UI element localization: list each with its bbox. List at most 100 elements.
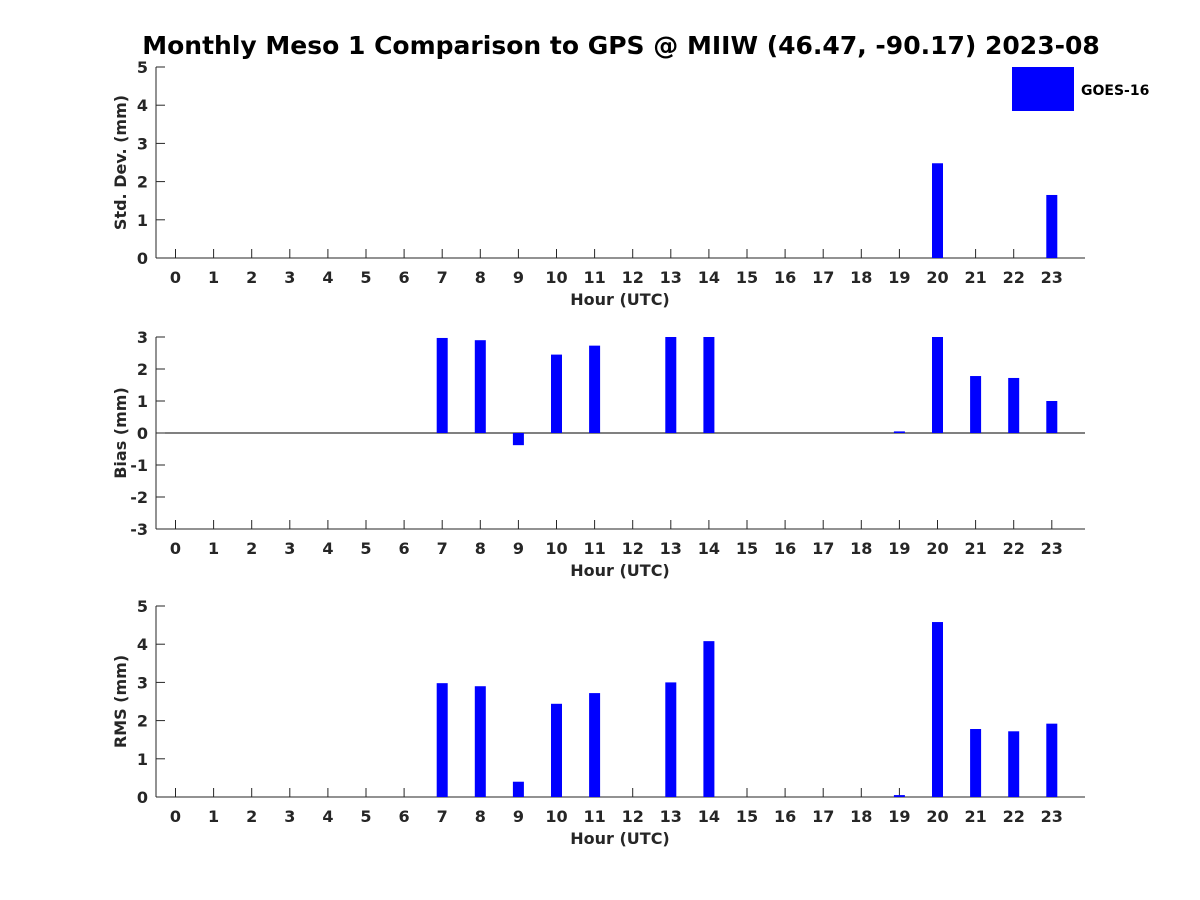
x-tick-label: 10 [545, 539, 567, 558]
y-tick-label: 3 [137, 673, 148, 692]
x-tick-label: 6 [399, 807, 410, 826]
x-tick-label: 0 [170, 539, 181, 558]
bar-rms-hour-19 [893, 795, 905, 797]
bar-bias-hour-11 [589, 345, 601, 433]
bar-bias-hour-7 [436, 337, 448, 433]
bar-rms-hour-9 [512, 781, 524, 797]
x-tick-label: 18 [850, 807, 872, 826]
x-tick-label: 2 [246, 807, 257, 826]
x-tick-label: 8 [475, 807, 486, 826]
x-tick-label: 3 [284, 539, 295, 558]
bar-rms-hour-7 [436, 683, 448, 797]
x-tick-label: 15 [736, 268, 758, 287]
legend: GOES-16 [1012, 67, 1149, 111]
bar-rms-hour-22 [1008, 731, 1020, 797]
x-tick-label: 1 [208, 539, 219, 558]
x-tick-label: 22 [1003, 268, 1025, 287]
x-tick-label: 23 [1041, 268, 1063, 287]
bar-rms-hour-14 [703, 641, 715, 797]
legend-label: GOES-16 [1081, 83, 1149, 99]
bar-bias-hour-10 [551, 354, 562, 433]
y-tick-label: 0 [137, 424, 148, 443]
x-tick-label: 2 [246, 268, 257, 287]
bar-rms-hour-11 [589, 693, 601, 797]
y-tick-label: 3 [137, 328, 148, 347]
y-tick-label: 0 [137, 788, 148, 807]
x-tick-label: 12 [622, 539, 644, 558]
y-tick-label: -1 [130, 456, 148, 475]
x-tick-label: 20 [926, 539, 948, 558]
x-tick-label: 18 [850, 539, 872, 558]
x-tick-label: 16 [774, 539, 796, 558]
x-tick-label: 12 [622, 807, 644, 826]
x-tick-label: 9 [513, 807, 524, 826]
x-tick-label: 15 [736, 539, 758, 558]
bar-bias-hour-21 [970, 376, 982, 433]
x-tick-label: 21 [964, 268, 986, 287]
x-tick-label: 20 [926, 807, 948, 826]
x-tick-label: 23 [1041, 539, 1063, 558]
y-tick-label: 5 [137, 58, 148, 77]
x-tick-label: 8 [475, 539, 486, 558]
x-tick-label: 17 [812, 807, 834, 826]
x-tick-label: 18 [850, 268, 872, 287]
bar-rms-hour-20 [932, 622, 943, 797]
bar-std-hour-20 [932, 163, 943, 258]
x-tick-label: 8 [475, 268, 486, 287]
bar-std-hour-23 [1046, 194, 1058, 258]
x-tick-label: 4 [322, 268, 333, 287]
x-tick-label: 21 [964, 807, 986, 826]
x-tick-label: 1 [208, 807, 219, 826]
bar-rms-hour-23 [1046, 723, 1058, 797]
x-tick-label: 11 [583, 268, 605, 287]
bar-bias-hour-14 [703, 337, 715, 433]
x-tick-label: 13 [660, 539, 682, 558]
bar-bias-hour-19 [893, 431, 905, 433]
x-tick-label: 22 [1003, 807, 1025, 826]
x-tick-label: 19 [888, 807, 910, 826]
y-tick-label: 0 [137, 249, 148, 268]
bar-bias-hour-13 [665, 337, 677, 433]
bar-bias-hour-20 [932, 337, 943, 433]
x-tick-label: 13 [660, 268, 682, 287]
x-tick-label: 1 [208, 268, 219, 287]
y-tick-label: 5 [137, 597, 148, 616]
x-tick-label: 16 [774, 268, 796, 287]
x-tick-label: 0 [170, 807, 181, 826]
y-tick-label: 1 [137, 211, 148, 230]
y-axis-label: Bias (mm) [111, 387, 130, 479]
x-tick-label: 10 [545, 268, 567, 287]
x-tick-label: 3 [284, 268, 295, 287]
x-tick-label: 9 [513, 268, 524, 287]
bar-bias-hour-22 [1008, 377, 1020, 433]
x-tick-label: 21 [964, 539, 986, 558]
x-axis-label: Hour (UTC) [570, 561, 670, 580]
x-tick-label: 13 [660, 807, 682, 826]
y-tick-label: -2 [130, 488, 148, 507]
y-tick-label: 2 [137, 173, 148, 192]
y-tick-label: 4 [137, 635, 148, 654]
x-tick-label: 6 [399, 539, 410, 558]
x-tick-label: 17 [812, 539, 834, 558]
x-tick-label: 5 [360, 539, 371, 558]
x-tick-label: 20 [926, 268, 948, 287]
bar-rms-hour-8 [474, 686, 486, 797]
x-tick-label: 0 [170, 268, 181, 287]
x-tick-label: 5 [360, 268, 371, 287]
y-tick-label: 2 [137, 712, 148, 731]
chart-title: Monthly Meso 1 Comparison to GPS @ MIIW … [142, 31, 1100, 60]
y-tick-label: 4 [137, 96, 148, 115]
x-tick-label: 19 [888, 268, 910, 287]
x-axis-label: Hour (UTC) [570, 829, 670, 848]
x-tick-label: 5 [360, 807, 371, 826]
x-tick-label: 19 [888, 539, 910, 558]
x-tick-label: 14 [698, 539, 720, 558]
x-tick-label: 23 [1041, 807, 1063, 826]
y-tick-label: 3 [137, 134, 148, 153]
y-axis-label: RMS (mm) [111, 655, 130, 748]
x-axis-label: Hour (UTC) [570, 290, 670, 309]
x-tick-label: 14 [698, 807, 720, 826]
